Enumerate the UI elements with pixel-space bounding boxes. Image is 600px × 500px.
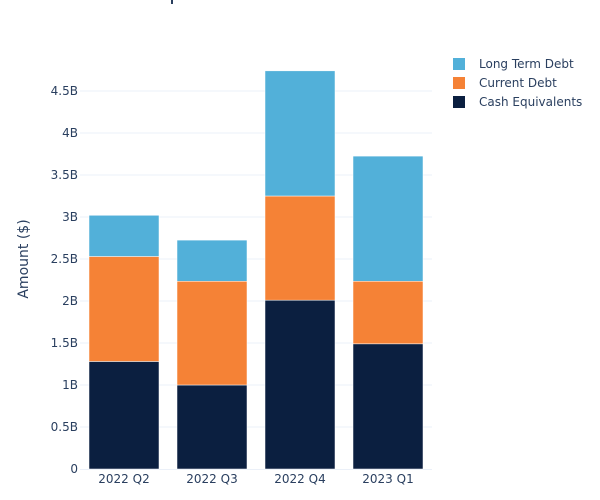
x-tick-label: 2023 Q1 — [362, 472, 413, 486]
legend-item[interactable]: Current Debt — [453, 76, 557, 90]
bar-long-term-debt[interactable] — [88, 215, 160, 257]
bar-current-debt[interactable] — [264, 195, 336, 301]
bars — [88, 70, 424, 470]
y-tick-label: 1.5B — [51, 336, 78, 350]
x-axis-ticks: 2022 Q2 2022 Q3 2022 Q4 2023 Q1 — [98, 472, 413, 486]
y-tick-label: 3B — [62, 210, 78, 224]
y-tick-label: 0.5B — [51, 420, 78, 434]
y-axis-title: Amount ($) — [16, 219, 32, 298]
bar-cash-equivalents[interactable] — [88, 361, 160, 470]
y-tick-label: 2B — [62, 294, 78, 308]
legend-label: Current Debt — [479, 76, 557, 90]
chart-title-fragment — [171, 0, 173, 4]
bar-cash-equivalents[interactable] — [176, 384, 248, 470]
x-tick-label: 2022 Q4 — [274, 472, 325, 486]
y-tick-label: 0 — [70, 462, 78, 476]
legend-swatch — [453, 77, 465, 89]
bar-cash-equivalents[interactable] — [352, 343, 424, 470]
legend-label: Long Term Debt — [479, 57, 574, 71]
legend-item[interactable]: Cash Equivalents — [453, 95, 582, 109]
legend: Long Term Debt Current Debt Cash Equivalen… — [453, 57, 582, 109]
legend-item[interactable]: Long Term Debt — [453, 57, 574, 71]
x-tick-label: 2022 Q3 — [186, 472, 237, 486]
bar-long-term-debt[interactable] — [176, 239, 248, 282]
y-tick-label: 4.5B — [51, 84, 78, 98]
bar-cash-equivalents[interactable] — [264, 299, 336, 470]
legend-swatch — [453, 96, 465, 108]
y-tick-label: 3.5B — [51, 168, 78, 182]
bar-current-debt[interactable] — [352, 281, 424, 345]
legend-label: Cash Equivalents — [479, 95, 582, 109]
bar-current-debt[interactable] — [88, 256, 160, 362]
x-tick-label: 2022 Q2 — [98, 472, 149, 486]
bar-long-term-debt[interactable] — [264, 70, 336, 197]
bar-current-debt[interactable] — [176, 281, 248, 386]
y-tick-label: 4B — [62, 126, 78, 140]
y-axis-ticks: 0 0.5B 1B 1.5B 2B 2.5B 3B 3.5B 4B 4.5B — [51, 84, 78, 476]
legend-swatch — [453, 58, 465, 70]
y-tick-label: 2.5B — [51, 252, 78, 266]
y-tick-label: 1B — [62, 378, 78, 392]
bar-long-term-debt[interactable] — [352, 155, 424, 282]
